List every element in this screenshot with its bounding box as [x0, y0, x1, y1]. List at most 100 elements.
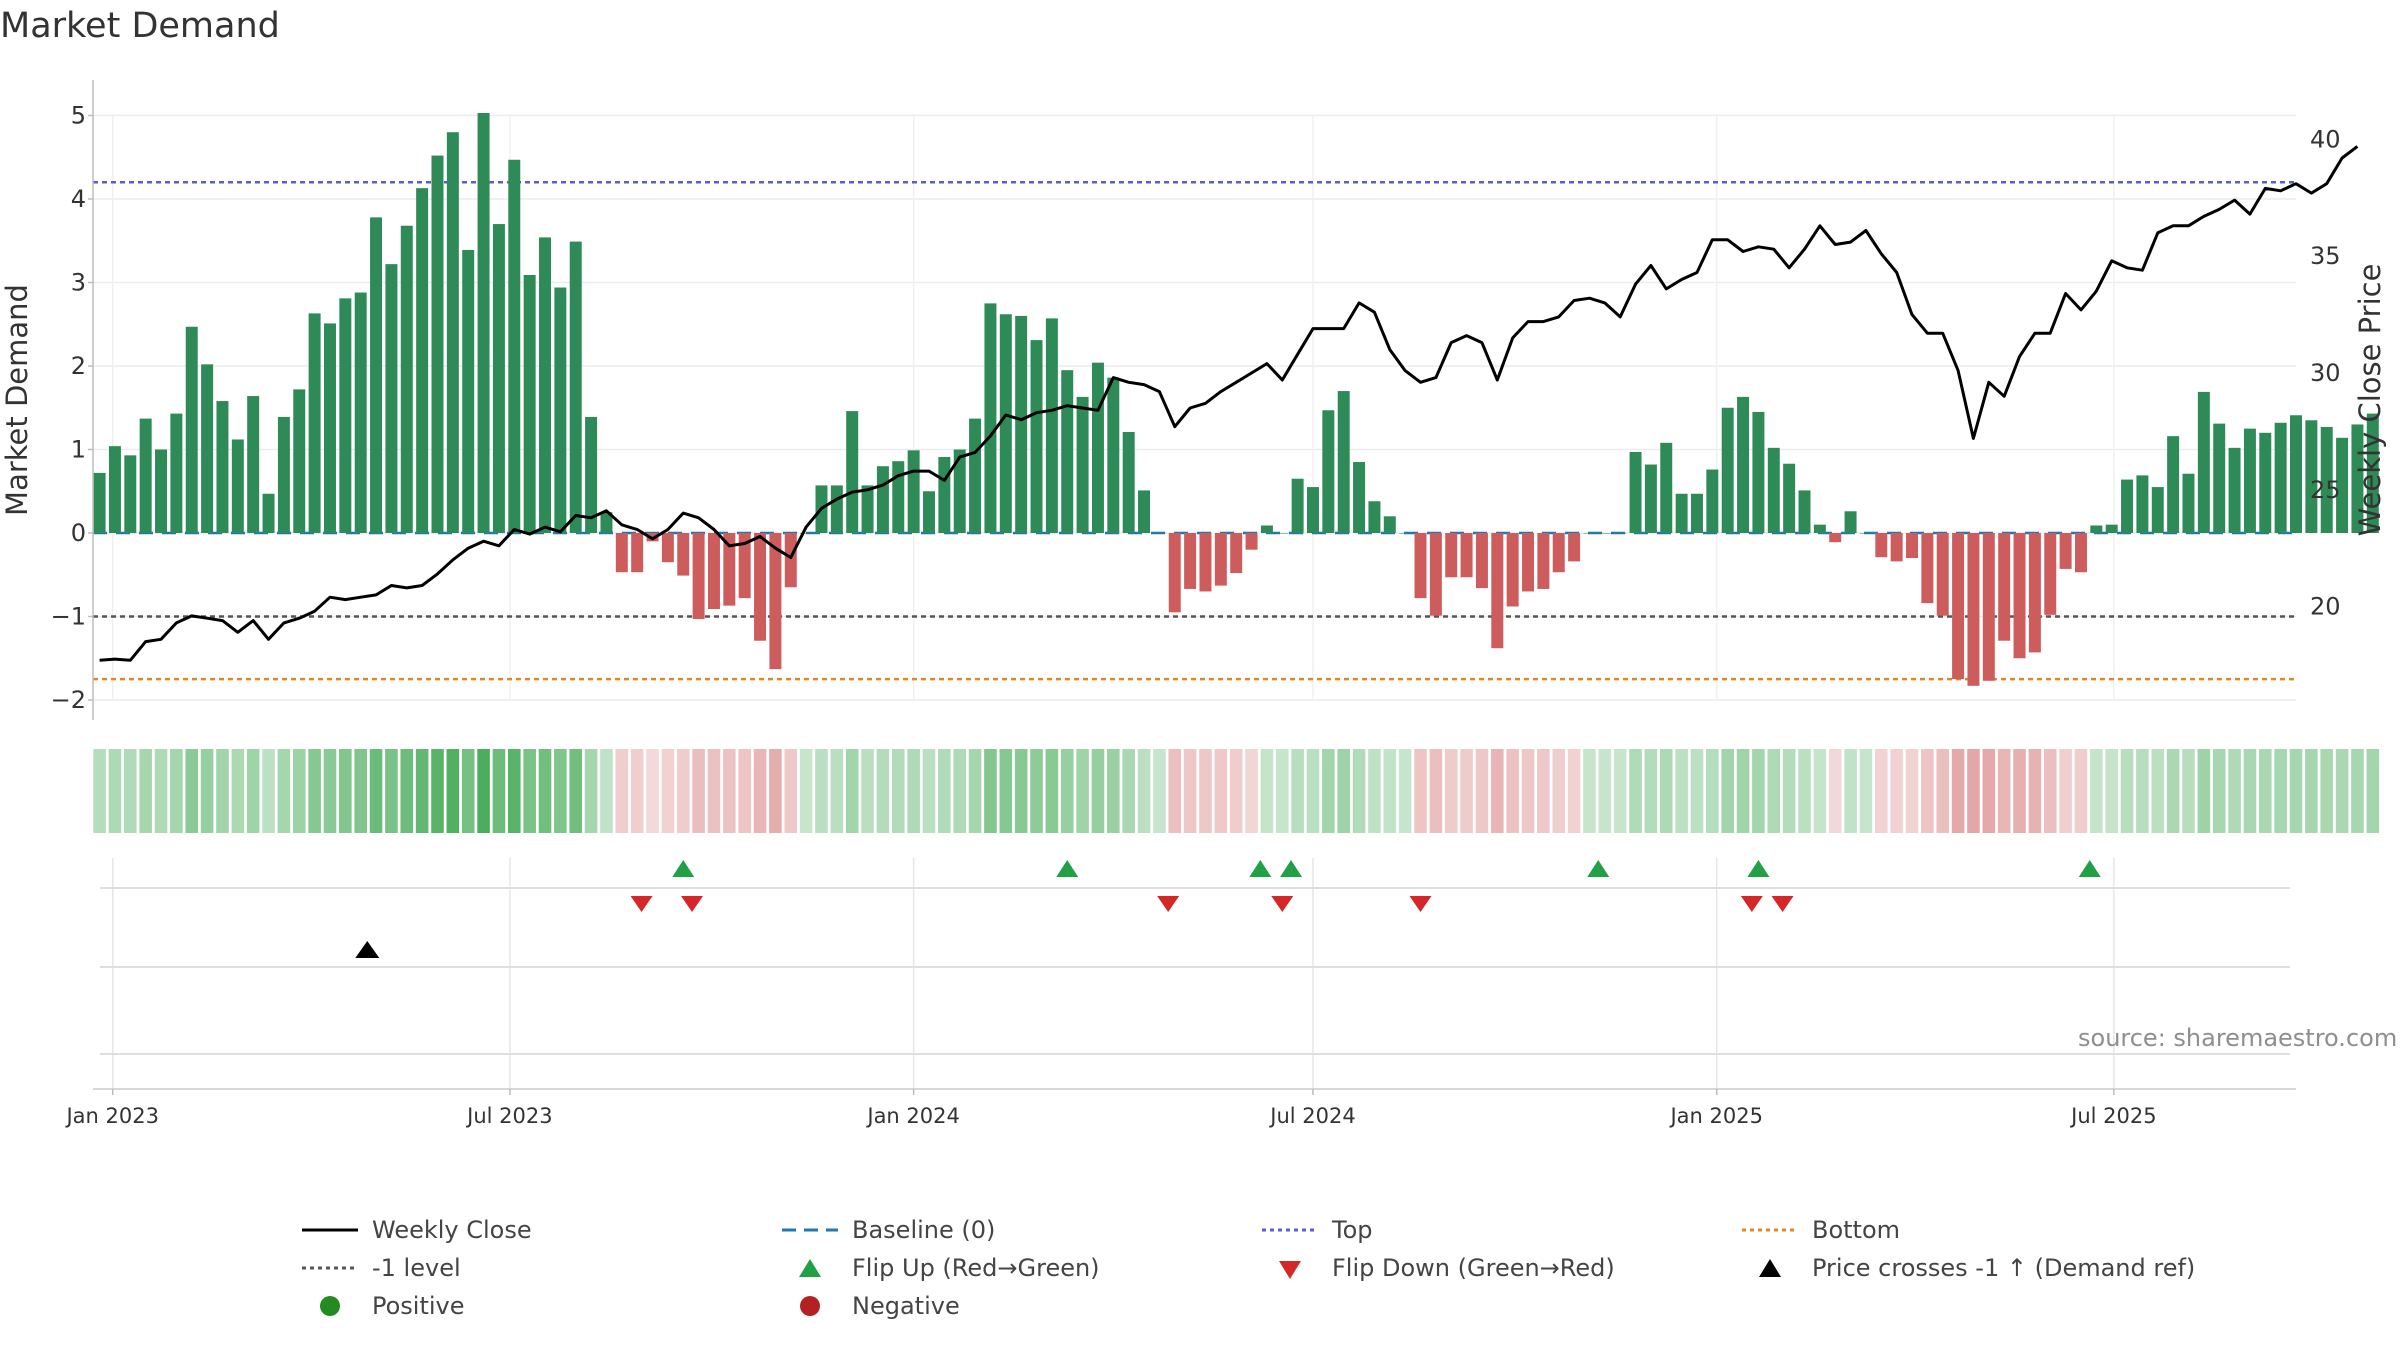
heat-cell	[477, 749, 490, 833]
heat-cell	[630, 749, 644, 833]
demand-bar	[1690, 493, 1703, 533]
y2-tick-label: 35	[2310, 242, 2341, 270]
heat-cell	[1291, 749, 1304, 833]
y-axis-label: Market Demand	[0, 284, 34, 516]
demand-bar	[1813, 524, 1826, 533]
demand-bar	[1506, 533, 1519, 607]
heat-cell	[1398, 749, 1412, 833]
heat-cell	[1613, 749, 1627, 833]
legend-weekly-close-symbol	[302, 1228, 358, 1232]
heat-cell	[1306, 749, 1320, 833]
legend-negative: Negative	[780, 1292, 960, 1320]
demand-bar	[876, 466, 889, 533]
demand-bar	[1629, 452, 1642, 533]
demand-bar	[1306, 487, 1319, 533]
heat-cell	[1383, 749, 1397, 833]
demand-bar	[1906, 533, 1919, 559]
heat-cell	[354, 749, 367, 833]
heat-cell	[1690, 749, 1704, 833]
demand-bar	[1675, 493, 1688, 533]
flip-down-marker	[1157, 896, 1180, 912]
heat-cell	[1229, 749, 1243, 833]
heat-cell	[1368, 749, 1381, 833]
heat-cell	[1153, 749, 1166, 833]
demand-bar	[2228, 447, 2241, 533]
demand-bar	[1936, 533, 1949, 616]
demand-bar	[1030, 340, 1043, 533]
heat-cell	[769, 749, 782, 833]
demand-bar	[1015, 315, 1028, 533]
demand-bar	[1798, 490, 1811, 533]
demand-bar	[1552, 533, 1565, 573]
flip-up-marker	[672, 860, 695, 877]
demand-bar	[231, 439, 244, 533]
demand-bar	[1875, 533, 1888, 558]
heat-cell	[1322, 749, 1335, 833]
heat-cell	[2059, 749, 2072, 833]
legend-label: Positive	[372, 1292, 465, 1320]
demand-bar	[2074, 533, 2087, 573]
demand-bar	[569, 241, 582, 533]
heat-cell	[2182, 749, 2195, 833]
demand-bar	[738, 533, 751, 599]
demand-bar	[201, 364, 214, 533]
demand-bar	[2305, 420, 2318, 533]
demand-bar	[907, 450, 920, 533]
demand-bar	[1537, 533, 1550, 589]
y2-tick-label: 25	[2310, 476, 2341, 504]
demand-bar	[2259, 432, 2272, 533]
heat-cell	[507, 749, 521, 833]
y-tick-label: 1	[71, 436, 86, 464]
heat-cell	[845, 749, 859, 833]
heat-cell	[830, 749, 844, 833]
demand-bar	[1475, 533, 1488, 589]
legend-bottom-symbol	[1742, 1228, 1798, 1232]
heat-cell	[2228, 749, 2241, 833]
heat-cell	[907, 749, 920, 833]
y-tick-label: 4	[71, 185, 86, 213]
x-tick-label: Jan 2023	[64, 1104, 159, 1128]
heat-cell	[2351, 749, 2364, 833]
heat-cell	[1429, 749, 1443, 833]
heat-cell	[124, 749, 137, 833]
demand-bar	[1337, 391, 1350, 533]
heat-cell	[339, 749, 352, 833]
heat-cell	[2305, 749, 2318, 833]
legend-label: Flip Down (Green→Red)	[1332, 1254, 1615, 1282]
demand-bar	[1859, 533, 1872, 534]
heat-cell	[784, 749, 798, 833]
demand-bar	[416, 188, 429, 533]
demand-bar	[508, 159, 521, 533]
x-tick-label: Jul 2024	[1268, 1104, 1355, 1128]
y2-tick-label: 40	[2310, 125, 2341, 153]
heat-cell	[323, 749, 337, 833]
y-tick-label: 0	[71, 519, 86, 547]
heat-strip	[93, 749, 2380, 833]
price-cross-marker	[355, 941, 380, 958]
demand-bar	[1045, 318, 1058, 533]
heat-cell	[2320, 749, 2334, 833]
legend-minus-one-symbol	[302, 1266, 358, 1270]
heat-cell	[139, 749, 152, 833]
heat-cell	[154, 749, 168, 833]
heat-cell	[738, 749, 751, 833]
heat-cell	[2120, 749, 2134, 833]
demand-bar	[1107, 377, 1120, 533]
heat-cell	[1091, 749, 1105, 833]
heat-cell	[1414, 749, 1427, 833]
demand-bar	[1138, 490, 1151, 533]
demand-bar	[1429, 533, 1442, 616]
demand-bar	[661, 533, 674, 563]
demand-bar	[277, 416, 290, 533]
demand-bar	[938, 457, 951, 533]
demand-bar	[1844, 511, 1857, 533]
demand-bar	[2320, 426, 2333, 533]
heat-cell	[1644, 749, 1658, 833]
demand-bar	[1952, 533, 1965, 680]
heat-cell	[415, 749, 429, 833]
heat-cell	[1060, 749, 1074, 833]
demand-bar	[1660, 442, 1673, 533]
demand-bar	[93, 472, 106, 533]
heat-cell	[1951, 749, 1965, 833]
demand-bar	[1721, 407, 1734, 533]
